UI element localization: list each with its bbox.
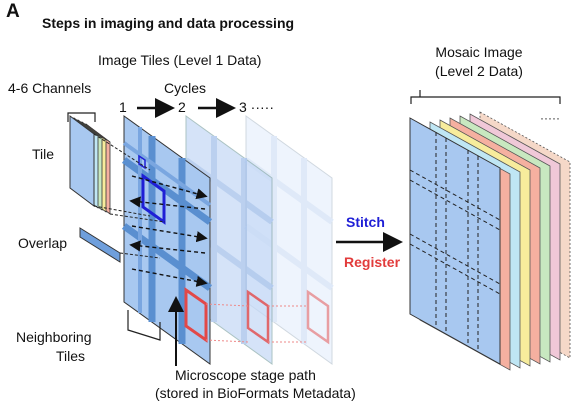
cycle-step-2: 2 [178,99,186,115]
cycle-step-3: 3 ····· [239,99,274,115]
overlap-label: Overlap [18,235,68,251]
stage-path-label: Microscope stage path [175,367,316,383]
channels-bracket [67,112,96,122]
image-tiles-title: Image Tiles (Level 1 Data) [98,52,262,68]
neighboring-bracket [127,310,161,341]
mosaic-title: Mosaic Image [435,44,523,60]
tile-guides [93,133,166,259]
cycle-step-1: 1 [119,99,127,115]
overlap-strip [79,227,121,263]
channels-label: 4-6 Channels [8,80,92,96]
cycles-label: Cycles [164,80,207,96]
neighboring-tiles-label: Neighboring [16,329,92,345]
registered-tiles [184,287,330,345]
mosaic-subtitle: (Level 2 Data) [435,63,523,79]
figure-heading: Steps in imaging and data processing [42,15,295,31]
tile-label: Tile [32,146,55,162]
mosaic-bracket [410,96,561,104]
stage-path [129,175,208,287]
neighboring-tiles-label-2: Tiles [56,348,86,364]
svg-text:·····: ····· [540,111,560,125]
stage-path-sublabel: (stored in BioFormats Metadata) [155,385,356,401]
channel-stack [69,115,111,215]
register-label: Register [344,254,401,270]
panel-letter: A [6,1,20,22]
stitch-label: Stitch [346,214,385,230]
mosaic-stack: ····· [409,111,571,371]
